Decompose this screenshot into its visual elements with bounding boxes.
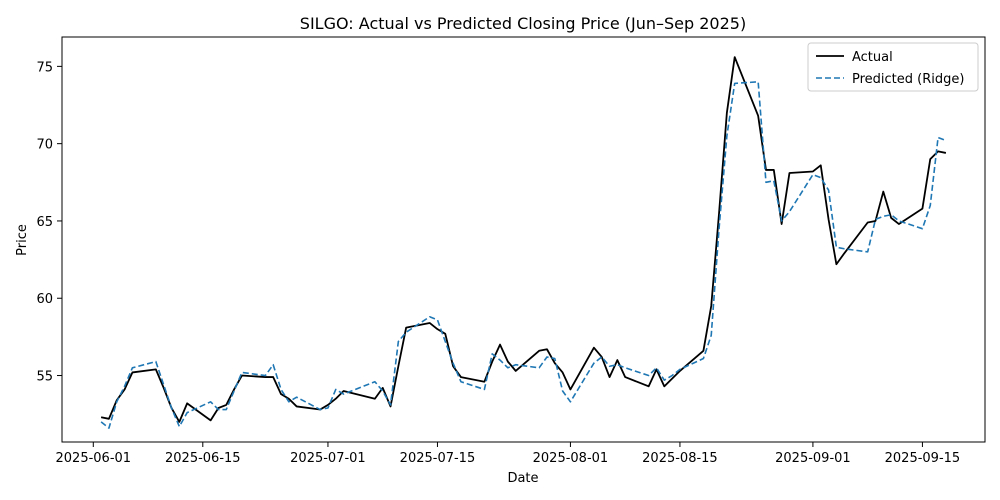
series-line-actual [100,56,947,423]
x-tick-label: 2025-08-15 [642,451,718,466]
chart-title: SILGO: Actual vs Predicted Closing Price… [300,14,746,33]
x-axis-title: Date [507,471,538,486]
legend: Actual Predicted (Ridge) [807,42,979,92]
y-axis-title: Price [15,224,30,256]
x-axis: 2025-06-01 2025-06-15 2025-07-01 2025-07-15… [56,442,961,466]
x-tick-label: 2025-07-15 [400,451,476,466]
x-tick-label: 2025-06-15 [165,451,241,466]
x-tick-label: 2025-07-01 [290,451,366,466]
legend-label: Actual [852,50,893,65]
plot-frame [61,36,986,443]
legend-label: Predicted (Ridge) [852,72,964,87]
series-line-predicted [100,81,947,429]
x-tick-label: 2025-08-01 [533,451,609,466]
y-tick-label: 70 [36,138,53,153]
x-tick-label: 2025-06-01 [56,451,132,466]
y-tick-label: 65 [36,215,53,230]
x-tick-label: 2025-09-01 [775,451,851,466]
y-tick-label: 55 [36,370,53,385]
plot-area [61,36,986,443]
y-tick-label: 75 [36,60,53,75]
y-axis: 55 60 65 70 75 [36,60,62,385]
legend-box [807,42,979,92]
y-tick-label: 60 [36,292,53,307]
x-tick-label: 2025-09-15 [885,451,961,466]
